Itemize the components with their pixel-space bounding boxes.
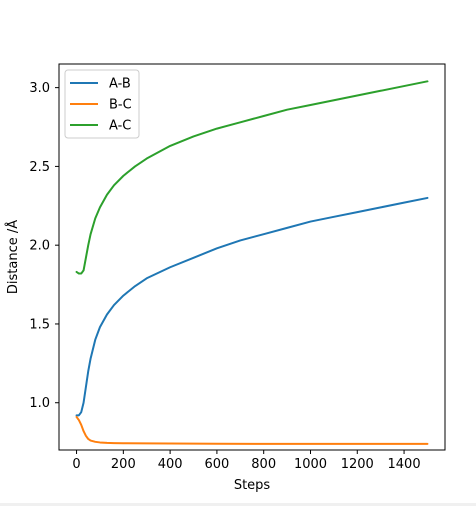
plot-area: 0 200 400 600 800 1000 1200 1400 1.0 1.5 2.0 2.5 3.0… (5, 63, 446, 493)
x-tick-label: 1400 (388, 457, 421, 472)
x-tick-label: 400 (158, 457, 183, 472)
series-line-a-c (75, 80, 429, 275)
series-line-a-b (75, 196, 429, 417)
legend-label-a-c: A-C (109, 119, 131, 134)
legend-label-a-b: A-B (109, 77, 131, 92)
bottom-border (0, 503, 476, 506)
x-tick-label: 600 (204, 457, 229, 472)
y-tick-label: 1.0 (29, 396, 50, 411)
x-tick-label: 0 (72, 457, 80, 472)
x-tick-label: 800 (251, 457, 276, 472)
series-line-b-c (75, 415, 429, 445)
legend-box (64, 69, 140, 139)
x-tick-label: 1000 (294, 457, 327, 472)
y-axis-label: Distance /Å (5, 220, 21, 294)
y-tick-label: 1.5 (29, 317, 50, 332)
x-tick-label: 200 (111, 457, 136, 472)
legend-label-b-c: B-C (109, 98, 132, 113)
y-tick-label: 2.5 (29, 160, 50, 175)
y-tick-label: 3.0 (29, 81, 50, 96)
x-tick-label: 1200 (341, 457, 374, 472)
y-tick-label: 2.0 (29, 239, 50, 254)
x-axis-label: Steps (234, 478, 271, 493)
axes-frame (58, 63, 446, 451)
